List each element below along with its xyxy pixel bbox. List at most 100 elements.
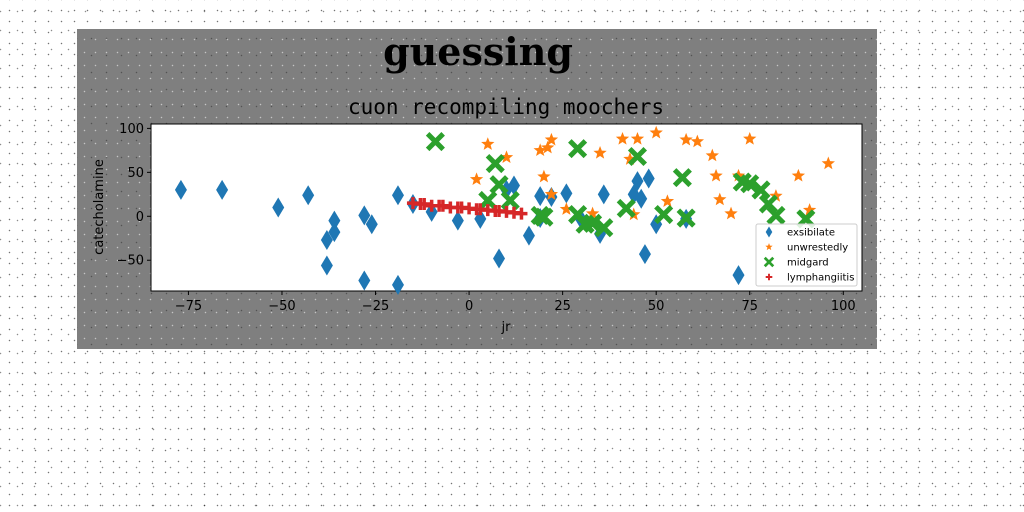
data-point-x xyxy=(489,175,509,195)
data-point-star xyxy=(630,131,645,145)
y-axis-ticks: −50 0 50 100 xyxy=(117,122,151,269)
data-point-x xyxy=(654,204,674,225)
data-point-x xyxy=(478,190,498,211)
data-point-x xyxy=(796,209,816,229)
data-point-star xyxy=(537,169,551,183)
y-tick-label: −50 xyxy=(117,254,144,269)
data-point-star xyxy=(724,206,738,220)
data-point-diamond xyxy=(732,265,745,286)
data-point-x xyxy=(676,208,696,228)
data-point-diamond xyxy=(560,183,573,204)
data-point-diamond xyxy=(493,248,506,269)
x-tick-label: 100 xyxy=(831,299,856,314)
data-point-star xyxy=(709,168,723,182)
x-tick-label: −50 xyxy=(268,299,295,314)
data-point-diamond xyxy=(365,214,378,235)
data-point-star xyxy=(802,203,817,216)
data-point-plus xyxy=(436,199,449,212)
data-point-x xyxy=(672,168,692,188)
data-point-diamond xyxy=(391,185,404,206)
data-point-plus xyxy=(418,197,431,210)
legend-box xyxy=(755,223,858,287)
data-point-diamond xyxy=(534,186,547,207)
chart-title: cuon recompiling moochers xyxy=(348,95,664,119)
data-point-star xyxy=(769,189,783,202)
data-point-x xyxy=(751,180,771,200)
data-point-diamond xyxy=(597,184,610,205)
data-point-x xyxy=(425,132,445,152)
data-point-diamond xyxy=(631,171,644,192)
x-tick-label: 25 xyxy=(554,299,571,314)
legend-label: exsibilate xyxy=(787,228,835,239)
data-point-star xyxy=(713,192,727,206)
legend-marker-plus xyxy=(765,273,773,281)
data-point-diamond xyxy=(328,222,341,243)
x-tick-label: −75 xyxy=(175,299,202,314)
data-point-diamond xyxy=(174,179,187,200)
data-point-star xyxy=(499,150,514,164)
data-point-x xyxy=(758,194,778,214)
x-tick-label: 75 xyxy=(741,299,758,314)
data-point-x xyxy=(627,146,648,167)
data-point-diamond xyxy=(391,274,404,295)
data-point-x xyxy=(616,198,636,218)
data-point-diamond xyxy=(320,255,333,276)
data-point-star xyxy=(649,125,663,139)
data-point-star xyxy=(821,156,835,170)
data-point-diamond xyxy=(635,188,648,209)
x-tick-label: −25 xyxy=(362,299,389,314)
x-axis-ticks: −75 −50 −25 0 25 50 75 100 xyxy=(175,291,856,314)
data-point-star xyxy=(679,132,693,146)
legend-label: lymphangiitis xyxy=(787,273,854,284)
y-axis-label: catecholamine xyxy=(92,159,107,255)
data-point-x xyxy=(594,218,614,238)
data-point-x xyxy=(485,154,505,174)
x-tick-label: 0 xyxy=(465,299,473,314)
data-point-diamond xyxy=(507,175,520,196)
data-point-diamond xyxy=(272,197,285,218)
data-point-star xyxy=(541,140,555,154)
data-point-star xyxy=(585,206,600,220)
data-point-diamond xyxy=(320,230,333,251)
data-point-diamond xyxy=(328,210,341,231)
legend-label: unwrestedly xyxy=(787,243,848,254)
data-point-diamond xyxy=(638,244,651,265)
data-point-star xyxy=(544,187,559,200)
x-axis-label: jr xyxy=(501,320,512,335)
data-point-star xyxy=(469,172,484,186)
x-tick-label: 50 xyxy=(648,299,665,314)
data-point-star xyxy=(559,202,574,215)
legend: exsibilate unwrestedly midgard lymphangiiti… xyxy=(755,223,858,287)
data-point-x xyxy=(740,174,760,194)
y-tick-label: 50 xyxy=(127,166,144,181)
data-point-diamond xyxy=(302,185,315,206)
series-lymphangiitis xyxy=(406,197,528,220)
data-point-star xyxy=(615,131,630,145)
data-point-plus xyxy=(515,207,528,220)
y-tick-label: 100 xyxy=(119,122,144,137)
data-point-star xyxy=(623,152,637,165)
data-point-star xyxy=(690,134,704,148)
data-point-x xyxy=(534,207,554,227)
legend-label: midgard xyxy=(787,258,829,269)
legend-marker-x xyxy=(763,256,775,268)
data-point-x xyxy=(766,205,786,225)
data-point-x xyxy=(583,213,603,233)
legend-marker-diamond xyxy=(765,226,773,238)
data-point-star xyxy=(743,131,757,145)
y-tick-label: 0 xyxy=(136,210,144,225)
data-point-diamond xyxy=(522,225,535,246)
data-point-star xyxy=(660,194,675,208)
data-point-diamond xyxy=(642,168,655,189)
data-points xyxy=(174,125,835,295)
series-midgard xyxy=(425,132,816,238)
data-point-star xyxy=(481,137,495,150)
legend-marker-star xyxy=(765,243,773,251)
data-point-star xyxy=(791,168,806,182)
data-point-x xyxy=(568,139,588,159)
data-point-star xyxy=(544,132,559,146)
data-point-diamond xyxy=(358,205,371,226)
data-point-x xyxy=(500,190,520,211)
data-point-star xyxy=(593,146,607,159)
